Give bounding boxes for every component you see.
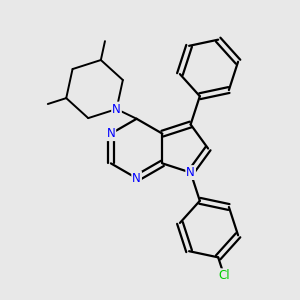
- Text: N: N: [112, 103, 121, 116]
- Text: N: N: [186, 166, 195, 179]
- Text: Cl: Cl: [218, 269, 230, 282]
- Text: N: N: [132, 172, 141, 185]
- Text: N: N: [106, 127, 115, 140]
